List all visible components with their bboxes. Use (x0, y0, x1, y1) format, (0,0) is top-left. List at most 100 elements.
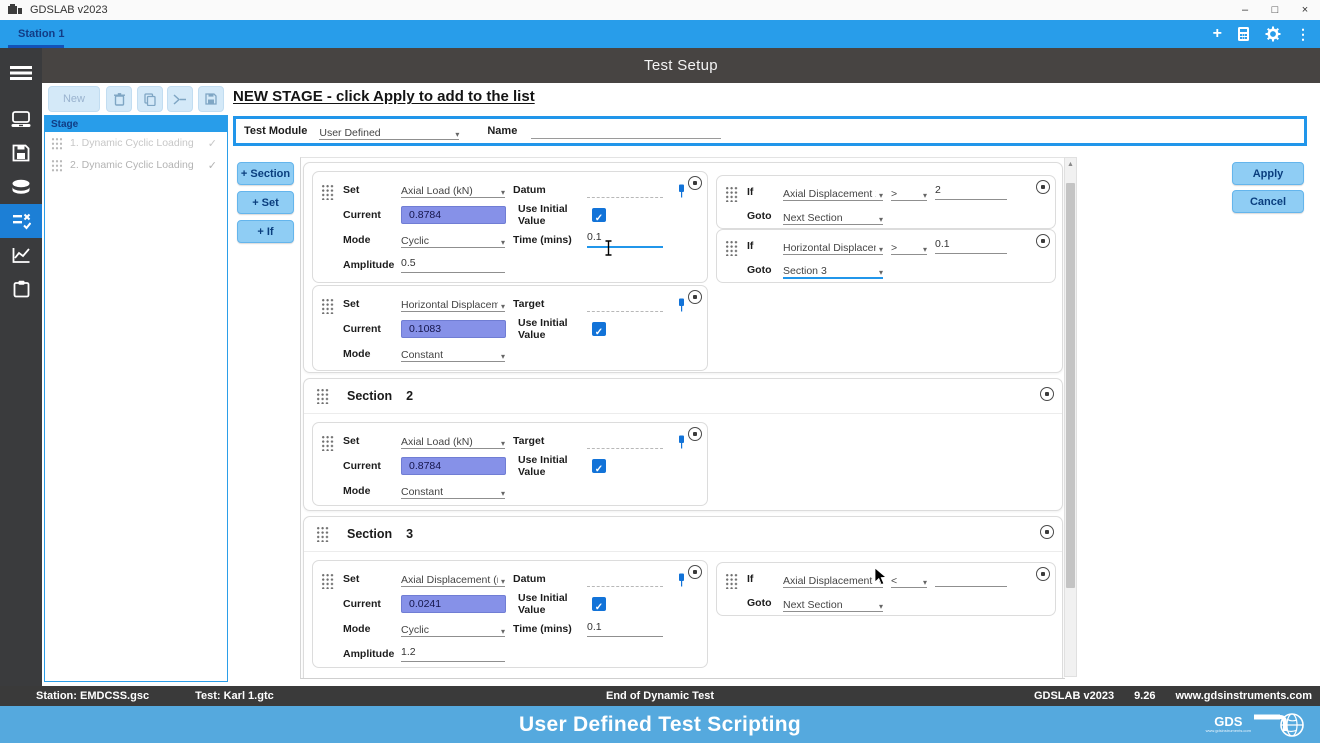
test-module-dropdown[interactable]: User Defined ▾ (319, 123, 460, 140)
if-value-input[interactable] (935, 571, 1007, 587)
sidebar-item-plots[interactable] (0, 238, 42, 272)
drag-handle-icon[interactable] (321, 184, 334, 200)
calculator-icon[interactable] (1237, 26, 1250, 42)
if-channel-dropdown[interactable]: Axial Displacement 2 (... ▾ (783, 184, 883, 201)
scrollbar-thumb[interactable] (1066, 183, 1075, 588)
time-input[interactable]: 0.1 (587, 231, 663, 248)
active-tab-underline (8, 45, 64, 48)
gear-icon[interactable] (1265, 26, 1281, 42)
current-value[interactable]: 0.1083 (401, 319, 506, 338)
remove-icon[interactable] (1036, 567, 1050, 581)
chevron-down-icon: ▾ (878, 601, 883, 611)
drag-handle-icon[interactable] (321, 573, 334, 589)
drag-handle-icon[interactable] (725, 186, 738, 202)
goto-label: Goto (747, 597, 772, 609)
use-initial-value-checkbox[interactable]: ✓ (592, 207, 606, 224)
add-station-button[interactable]: + (1212, 25, 1222, 42)
close-button[interactable]: × (1301, 4, 1309, 16)
stage-list-header: Stage (45, 116, 227, 132)
delete-stage-button[interactable] (106, 86, 132, 112)
stage-list-item[interactable]: 2. Dynamic Cyclic Loading ✓ (45, 154, 227, 176)
set-channel-dropdown[interactable]: Axial Load (kN) ▾ (401, 432, 505, 449)
more-options-icon[interactable]: ⋮ (1296, 26, 1310, 42)
set-channel-dropdown[interactable]: Axial Displacement (m... ▾ (401, 570, 505, 587)
current-value[interactable]: 0.8784 (401, 456, 506, 475)
drag-handle-icon[interactable] (321, 298, 334, 314)
mode-dropdown[interactable]: Cyclic ▾ (401, 231, 505, 248)
drag-handle-icon[interactable] (51, 136, 62, 150)
drag-handle-icon[interactable] (51, 158, 62, 172)
drag-handle-icon[interactable] (725, 573, 738, 589)
operator-dropdown[interactable]: < ▾ (891, 571, 927, 588)
mode-dropdown[interactable]: Cyclic ▾ (401, 620, 505, 637)
add-if-button[interactable]: + If (237, 220, 294, 243)
goto-dropdown[interactable]: Next Section ▾ (783, 208, 883, 225)
current-value[interactable]: 0.8784 (401, 205, 506, 224)
remove-icon[interactable] (688, 427, 702, 441)
amplitude-input[interactable]: 1.2 (401, 646, 505, 662)
set-channel-dropdown[interactable]: Horizontal Displaceme... ▾ (401, 295, 505, 312)
use-initial-value-checkbox[interactable]: ✓ (592, 596, 606, 613)
new-stage-button[interactable]: New (48, 86, 100, 112)
use-initial-value-checkbox[interactable]: ✓ (592, 458, 606, 475)
mode-dropdown[interactable]: Constant ▾ (401, 345, 505, 362)
use-initial-value-checkbox[interactable]: ✓ (592, 321, 606, 338)
current-value[interactable]: 0.0241 (401, 594, 506, 613)
remove-icon[interactable] (1036, 180, 1050, 194)
name-input[interactable] (531, 123, 722, 139)
add-section-button[interactable]: + Section (237, 162, 294, 185)
sidebar-item-save[interactable] (0, 136, 42, 170)
sidebar-item-hardware[interactable] (0, 102, 42, 136)
mode-dropdown[interactable]: Constant ▾ (401, 482, 505, 499)
sidebar-item-reports[interactable] (0, 272, 42, 306)
drag-handle-icon[interactable] (316, 388, 329, 404)
remove-icon[interactable] (1040, 525, 1054, 539)
section-2-card: Section 2 Set Axial Load (kN) ▾ (303, 378, 1063, 511)
use-initial-value-label: Use Initial Value (518, 591, 568, 616)
apply-button[interactable]: Apply (1232, 162, 1304, 185)
amplitude-label: Amplitude (343, 647, 395, 660)
time-input[interactable]: 0.1 (587, 621, 663, 637)
tab-station-1[interactable]: Station 1 (8, 20, 74, 48)
goto-dropdown[interactable]: Next Section ▾ (783, 595, 883, 612)
remove-icon[interactable] (688, 565, 702, 579)
stage-list-item[interactable]: 1. Dynamic Cyclic Loading ✓ (45, 132, 227, 154)
amplitude-input[interactable]: 0.5 (401, 257, 505, 273)
if-value-input[interactable]: 0.1 (935, 238, 1007, 254)
operator-dropdown[interactable]: > ▾ (891, 238, 927, 255)
pin-icon[interactable] (677, 435, 686, 449)
scroll-up-icon[interactable]: ▲ (1067, 161, 1074, 168)
save-stage-button[interactable] (198, 86, 224, 112)
remove-icon[interactable] (688, 176, 702, 190)
copy-stage-button[interactable] (137, 86, 163, 112)
menu-button[interactable] (0, 56, 42, 90)
drag-handle-icon[interactable] (725, 240, 738, 256)
sidebar-item-data[interactable] (0, 170, 42, 204)
drag-handle-icon[interactable] (321, 435, 334, 451)
pin-icon[interactable] (677, 298, 686, 312)
add-set-button[interactable]: + Set (237, 191, 294, 214)
operator-dropdown[interactable]: > ▾ (891, 184, 927, 201)
minimize-button[interactable]: – (1241, 4, 1249, 16)
remove-icon[interactable] (688, 290, 702, 304)
dropdown-value: > (891, 187, 898, 200)
cancel-button[interactable]: Cancel (1232, 190, 1304, 213)
datum-input[interactable] (587, 182, 663, 198)
sidebar-item-test-setup[interactable] (0, 204, 42, 238)
if-channel-dropdown[interactable]: Axial Displacement (m... ▾ (783, 571, 883, 588)
target-input[interactable] (587, 296, 663, 312)
if-value-input[interactable]: 2 (935, 184, 1007, 200)
if-channel-dropdown[interactable]: Horizontal Displaceme... ▾ (783, 238, 883, 255)
datum-input[interactable] (587, 571, 663, 587)
remove-icon[interactable] (1036, 234, 1050, 248)
target-input[interactable] (587, 433, 663, 449)
maximize-button[interactable]: □ (1271, 4, 1279, 16)
pin-icon[interactable] (677, 184, 686, 198)
insert-stage-button[interactable] (167, 86, 193, 112)
goto-dropdown[interactable]: Section 3 ▾ (783, 261, 883, 279)
remove-icon[interactable] (1040, 387, 1054, 401)
pin-icon[interactable] (677, 573, 686, 587)
drag-handle-icon[interactable] (316, 526, 329, 542)
set-channel-dropdown[interactable]: Axial Load (kN) ▾ (401, 181, 505, 198)
chevron-down-icon: ▾ (500, 352, 505, 361)
